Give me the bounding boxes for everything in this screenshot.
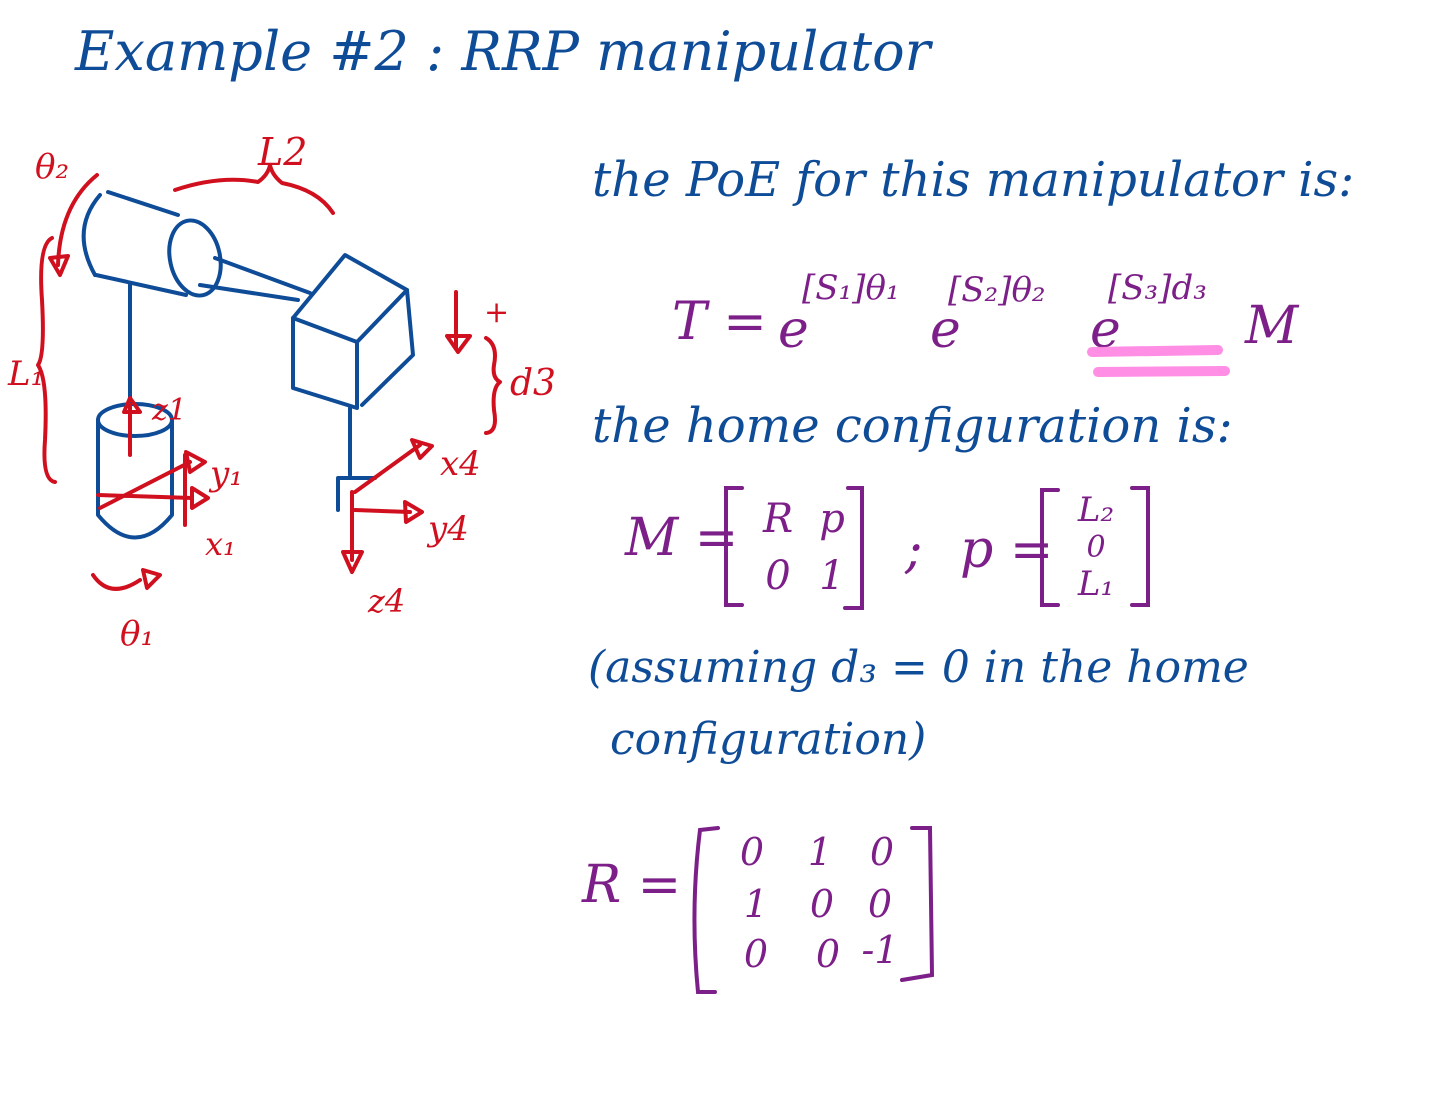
r-cell-01: 1 [807, 830, 833, 874]
theta1-arc [91, 573, 142, 591]
l2-brace [173, 163, 335, 215]
r-cell-20: 0 [743, 932, 769, 976]
r-lhs: R = [582, 855, 682, 915]
r-cell-02: 0 [869, 830, 895, 874]
x4-label: x4 [440, 444, 481, 484]
y1-head [184, 450, 207, 474]
l2-label: L2 [257, 130, 307, 174]
equation-exp-3: [S₃]d₃ [1108, 268, 1207, 308]
x4-head [410, 438, 434, 460]
r-cell-22: -1 [861, 928, 899, 972]
p-cell-l1: L₁ [1077, 564, 1115, 604]
m-separator: ; [905, 520, 923, 580]
equation-lhs: T = [672, 292, 767, 352]
box-front [291, 316, 359, 410]
theta2-arc [56, 173, 99, 267]
shoulder-bottom [94, 273, 188, 297]
r-cell-21: 0 [815, 932, 841, 976]
shoulder-end [167, 218, 223, 298]
r-cell-11: 0 [809, 882, 835, 926]
page-title: Example #2 : RRP manipulator [75, 20, 931, 83]
m-cell-r: R [762, 496, 794, 542]
plus-label: + [484, 295, 509, 330]
x1-label: x₁ [205, 525, 236, 563]
m-lhs: M = [625, 508, 739, 568]
y4-axis [353, 508, 412, 514]
highlight-line-1 [1087, 345, 1223, 357]
d3-head [445, 334, 472, 354]
equation-exp-2: [S₂]θ₂ [948, 270, 1046, 310]
l1-label: L₁ [7, 354, 44, 394]
equation-base-1: e [778, 300, 809, 360]
d3-brace [484, 336, 502, 435]
link-l2-bottom [198, 283, 300, 302]
p-cell-l2: L₂ [1077, 490, 1115, 530]
theta2-label: θ₂ [35, 147, 69, 187]
m-cell-p: p [819, 496, 845, 542]
robot-links [81, 190, 415, 540]
assumption-line-2: configuration) [610, 714, 927, 765]
x4-axis [353, 443, 422, 494]
box-top [291, 253, 409, 344]
r-cell-12: 0 [867, 882, 893, 926]
y4-head [403, 500, 424, 524]
end-effector [336, 476, 377, 512]
y4-label: y4 [426, 509, 469, 549]
robot-sketch: θ₂ L2 L₁ z1 y₁ x₁ θ₁ + d3 x4 y4 z4 [7, 130, 556, 654]
y1-label: y₁ [208, 454, 243, 494]
d3-label: d3 [510, 363, 556, 404]
z4-label: z4 [367, 582, 405, 620]
z1-label: z1 [151, 393, 187, 428]
z4-head [341, 550, 364, 574]
y1-axis [98, 460, 192, 510]
equation-exp-1: [S₁]θ₁ [802, 268, 900, 308]
assumption-line-1: (assuming d₃ = 0 in the home [588, 642, 1249, 693]
home-intro: the home configuration is: [592, 398, 1233, 454]
theta2-head [48, 254, 70, 277]
poe-intro: the PoE for this manipulator is: [592, 152, 1355, 208]
p-cell-0: 0 [1086, 530, 1106, 565]
equation-tail: M [1245, 296, 1299, 356]
x1-head [190, 486, 210, 510]
frames-and-dims [36, 163, 502, 591]
shoulder-top [106, 190, 180, 217]
z1-head [122, 396, 142, 414]
base-body [96, 418, 174, 540]
m-cell-0: 0 [765, 553, 791, 599]
r-cell-10: 1 [743, 882, 769, 926]
shoulder-left [81, 193, 102, 277]
x1-axis [96, 493, 194, 500]
link-l2-top [213, 256, 312, 295]
box-side [360, 288, 415, 407]
p-lhs: p = [960, 520, 1054, 580]
equation-base-2: e [930, 300, 961, 360]
theta1-label: θ₁ [120, 614, 154, 654]
l1-brace [36, 236, 57, 484]
theta1-head [141, 568, 162, 590]
r-cell-00: 0 [739, 830, 765, 874]
highlight-line-2 [1093, 366, 1230, 377]
m-cell-1: 1 [819, 553, 845, 599]
